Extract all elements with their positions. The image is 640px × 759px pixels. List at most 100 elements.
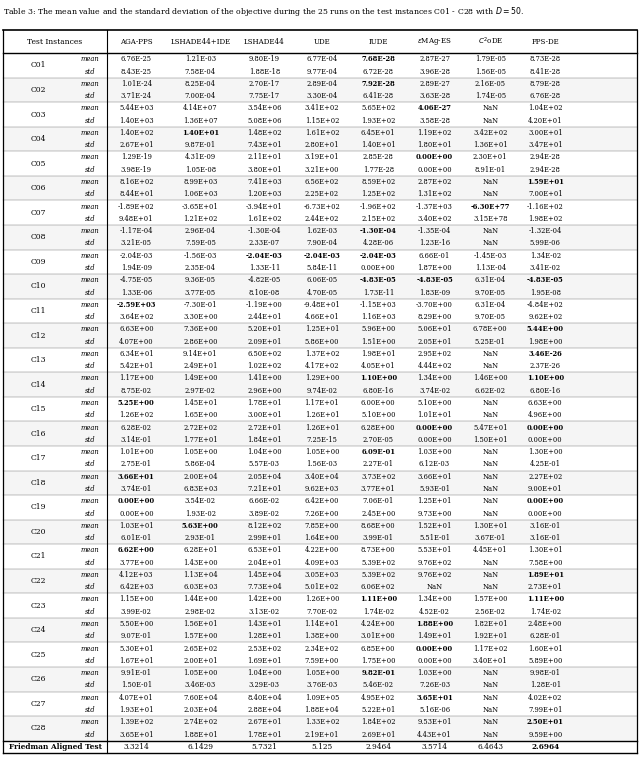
Text: NaN: NaN (482, 362, 499, 370)
Text: 1.73E-11: 1.73E-11 (363, 288, 394, 297)
Text: 1.14E+01: 1.14E+01 (305, 620, 339, 628)
Text: 6.06E-05: 6.06E-05 (307, 276, 337, 285)
Text: 9.82E-01: 9.82E-01 (361, 669, 396, 677)
Text: -4.82E-05: -4.82E-05 (248, 276, 281, 285)
Text: 4.22E+00: 4.22E+00 (305, 546, 339, 554)
Text: 8.68E+00: 8.68E+00 (361, 521, 396, 530)
Text: 9.53E+01: 9.53E+01 (417, 718, 452, 726)
Text: -4.83E-05: -4.83E-05 (527, 276, 564, 285)
Text: 1.04E+00: 1.04E+00 (247, 669, 282, 677)
Text: -1.45E-03: -1.45E-03 (474, 252, 507, 260)
Text: -4.83E-05: -4.83E-05 (360, 276, 397, 285)
Text: 6.85E+00: 6.85E+00 (361, 644, 396, 653)
Text: 1.79E-05: 1.79E-05 (475, 55, 506, 63)
Text: Table 3: The mean value and the standard deviation of the objective during the 2: Table 3: The mean value and the standard… (3, 5, 524, 18)
Text: mean: mean (81, 571, 100, 579)
Text: mean: mean (81, 252, 100, 260)
Text: 5.44E+03: 5.44E+03 (119, 105, 154, 112)
Text: NaN: NaN (482, 485, 499, 493)
Text: 5.20E+01: 5.20E+01 (247, 326, 282, 333)
Text: std: std (85, 92, 95, 100)
Text: mean: mean (81, 129, 100, 137)
Text: 5.53E+01: 5.53E+01 (417, 546, 452, 554)
Text: 3.77E-05: 3.77E-05 (185, 288, 216, 297)
Text: NaN: NaN (482, 706, 499, 714)
Text: 1.33E-11: 1.33E-11 (249, 264, 280, 272)
Text: NaN: NaN (482, 191, 499, 198)
Text: 1.17E+01: 1.17E+01 (305, 399, 339, 407)
Text: mean: mean (81, 448, 100, 456)
Text: 0.00E+00: 0.00E+00 (119, 509, 154, 518)
Text: 5.44E+00: 5.44E+00 (527, 326, 564, 333)
Text: 9.91E-01: 9.91E-01 (121, 669, 152, 677)
Text: 1.34E-02: 1.34E-02 (530, 252, 561, 260)
Text: 2.88E+04: 2.88E+04 (247, 706, 282, 714)
Text: 1.74E-05: 1.74E-05 (475, 92, 506, 100)
Text: 7.92E-28: 7.92E-28 (362, 80, 395, 88)
Text: 1.01E+01: 1.01E+01 (417, 411, 452, 419)
Text: 9.70E-05: 9.70E-05 (475, 313, 506, 321)
Text: 2.33E-07: 2.33E-07 (249, 239, 280, 247)
Text: 4.14E+07: 4.14E+07 (183, 105, 218, 112)
Text: std: std (85, 485, 95, 493)
Text: 3.40E+04: 3.40E+04 (305, 473, 339, 480)
Text: 1.49E+01: 1.49E+01 (417, 632, 452, 641)
Bar (3, 630, 637, 642)
Text: -1.30E-04: -1.30E-04 (360, 227, 397, 235)
Text: C14: C14 (31, 380, 46, 389)
Text: std: std (85, 436, 95, 444)
Text: 1.62E-03: 1.62E-03 (307, 227, 337, 235)
Text: NaN: NaN (482, 473, 499, 480)
Text: 2.27E-01: 2.27E-01 (363, 461, 394, 468)
Text: 1.93E+02: 1.93E+02 (361, 117, 396, 124)
Text: 1.44E+00: 1.44E+00 (183, 596, 218, 603)
Text: 3.46E-26: 3.46E-26 (529, 350, 562, 358)
Text: 2.19E+01: 2.19E+01 (305, 730, 339, 739)
Text: 6.45E+01: 6.45E+01 (361, 129, 396, 137)
Text: 2.04E+01: 2.04E+01 (247, 559, 282, 567)
Text: 1.43E+01: 1.43E+01 (247, 620, 282, 628)
Text: 3.05E+03: 3.05E+03 (305, 571, 339, 579)
Text: 2.00E+01: 2.00E+01 (183, 657, 218, 665)
Text: 1.84E+02: 1.84E+02 (361, 718, 396, 726)
Text: 1.29E-19: 1.29E-19 (121, 153, 152, 162)
Text: 1.88E+04: 1.88E+04 (305, 706, 339, 714)
Text: 9.48E+01: 9.48E+01 (119, 215, 154, 223)
Text: 7.43E+01: 7.43E+01 (247, 141, 282, 150)
Text: 7.36E+00: 7.36E+00 (183, 326, 218, 333)
Text: 8.40E+04: 8.40E+04 (247, 694, 282, 701)
Text: NaN: NaN (482, 571, 499, 579)
Text: 1.40E+02: 1.40E+02 (119, 129, 154, 137)
Text: 1.83E-09: 1.83E-09 (419, 288, 450, 297)
Text: 2.96E-04: 2.96E-04 (185, 227, 216, 235)
Text: 7.73E+04: 7.73E+04 (247, 583, 282, 591)
Text: 6.80E-16: 6.80E-16 (363, 387, 394, 395)
Text: std: std (85, 165, 95, 174)
Text: Test Instances: Test Instances (28, 38, 83, 46)
Text: 1.45E+04: 1.45E+04 (247, 571, 282, 579)
Text: 1.48E+02: 1.48E+02 (247, 129, 282, 137)
Text: 3.66E+01: 3.66E+01 (417, 473, 452, 480)
Text: 2.89E-27: 2.89E-27 (419, 80, 450, 88)
Text: -1.32E-04: -1.32E-04 (529, 227, 562, 235)
Text: 4.12E+03: 4.12E+03 (119, 571, 154, 579)
Text: PPS-DE: PPS-DE (531, 38, 559, 46)
Bar (3, 176, 637, 188)
Bar (3, 274, 637, 286)
Text: 6.53E+01: 6.53E+01 (247, 546, 282, 554)
Text: 1.13E+04: 1.13E+04 (183, 571, 218, 579)
Text: mean: mean (81, 105, 100, 112)
Text: 1.38E+00: 1.38E+00 (305, 632, 339, 641)
Text: 1.01E-24: 1.01E-24 (121, 80, 152, 88)
Text: 8.41E-28: 8.41E-28 (530, 68, 561, 76)
Text: mean: mean (81, 497, 100, 505)
Text: 1.30E+01: 1.30E+01 (473, 521, 508, 530)
Text: 6.63E+00: 6.63E+00 (528, 399, 563, 407)
Text: 4.44E+02: 4.44E+02 (417, 362, 452, 370)
Text: 1.15E+02: 1.15E+02 (305, 117, 339, 124)
Text: 2.85E-28: 2.85E-28 (363, 153, 394, 162)
Text: 8.44E+01: 8.44E+01 (119, 191, 154, 198)
Text: NaN: NaN (482, 730, 499, 739)
Text: 9.36E-05: 9.36E-05 (185, 276, 216, 285)
Text: $\varepsilon$MAg-ES: $\varepsilon$MAg-ES (417, 36, 452, 47)
